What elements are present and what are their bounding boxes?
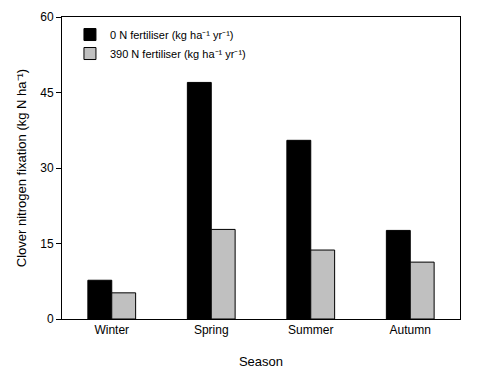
- svg-text:Clover nitrogen fixation (kg N: Clover nitrogen fixation (kg N ha⁻¹): [14, 69, 29, 267]
- svg-text:Winter: Winter: [94, 323, 129, 337]
- svg-text:Spring: Spring: [194, 323, 229, 337]
- svg-text:0 N fertiliser (kg ha⁻¹ yr⁻¹): 0 N fertiliser (kg ha⁻¹ yr⁻¹): [110, 29, 234, 41]
- svg-text:15: 15: [40, 237, 54, 251]
- svg-text:45: 45: [40, 86, 54, 100]
- svg-text:0: 0: [47, 312, 54, 326]
- svg-text:60: 60: [40, 10, 54, 24]
- svg-text:390 N fertiliser (kg ha⁻¹ yr⁻¹: 390 N fertiliser (kg ha⁻¹ yr⁻¹): [110, 48, 246, 60]
- svg-text:Autumn: Autumn: [390, 323, 431, 337]
- svg-text:Summer: Summer: [288, 323, 333, 337]
- svg-text:30: 30: [40, 161, 54, 175]
- svg-text:Season: Season: [239, 354, 283, 369]
